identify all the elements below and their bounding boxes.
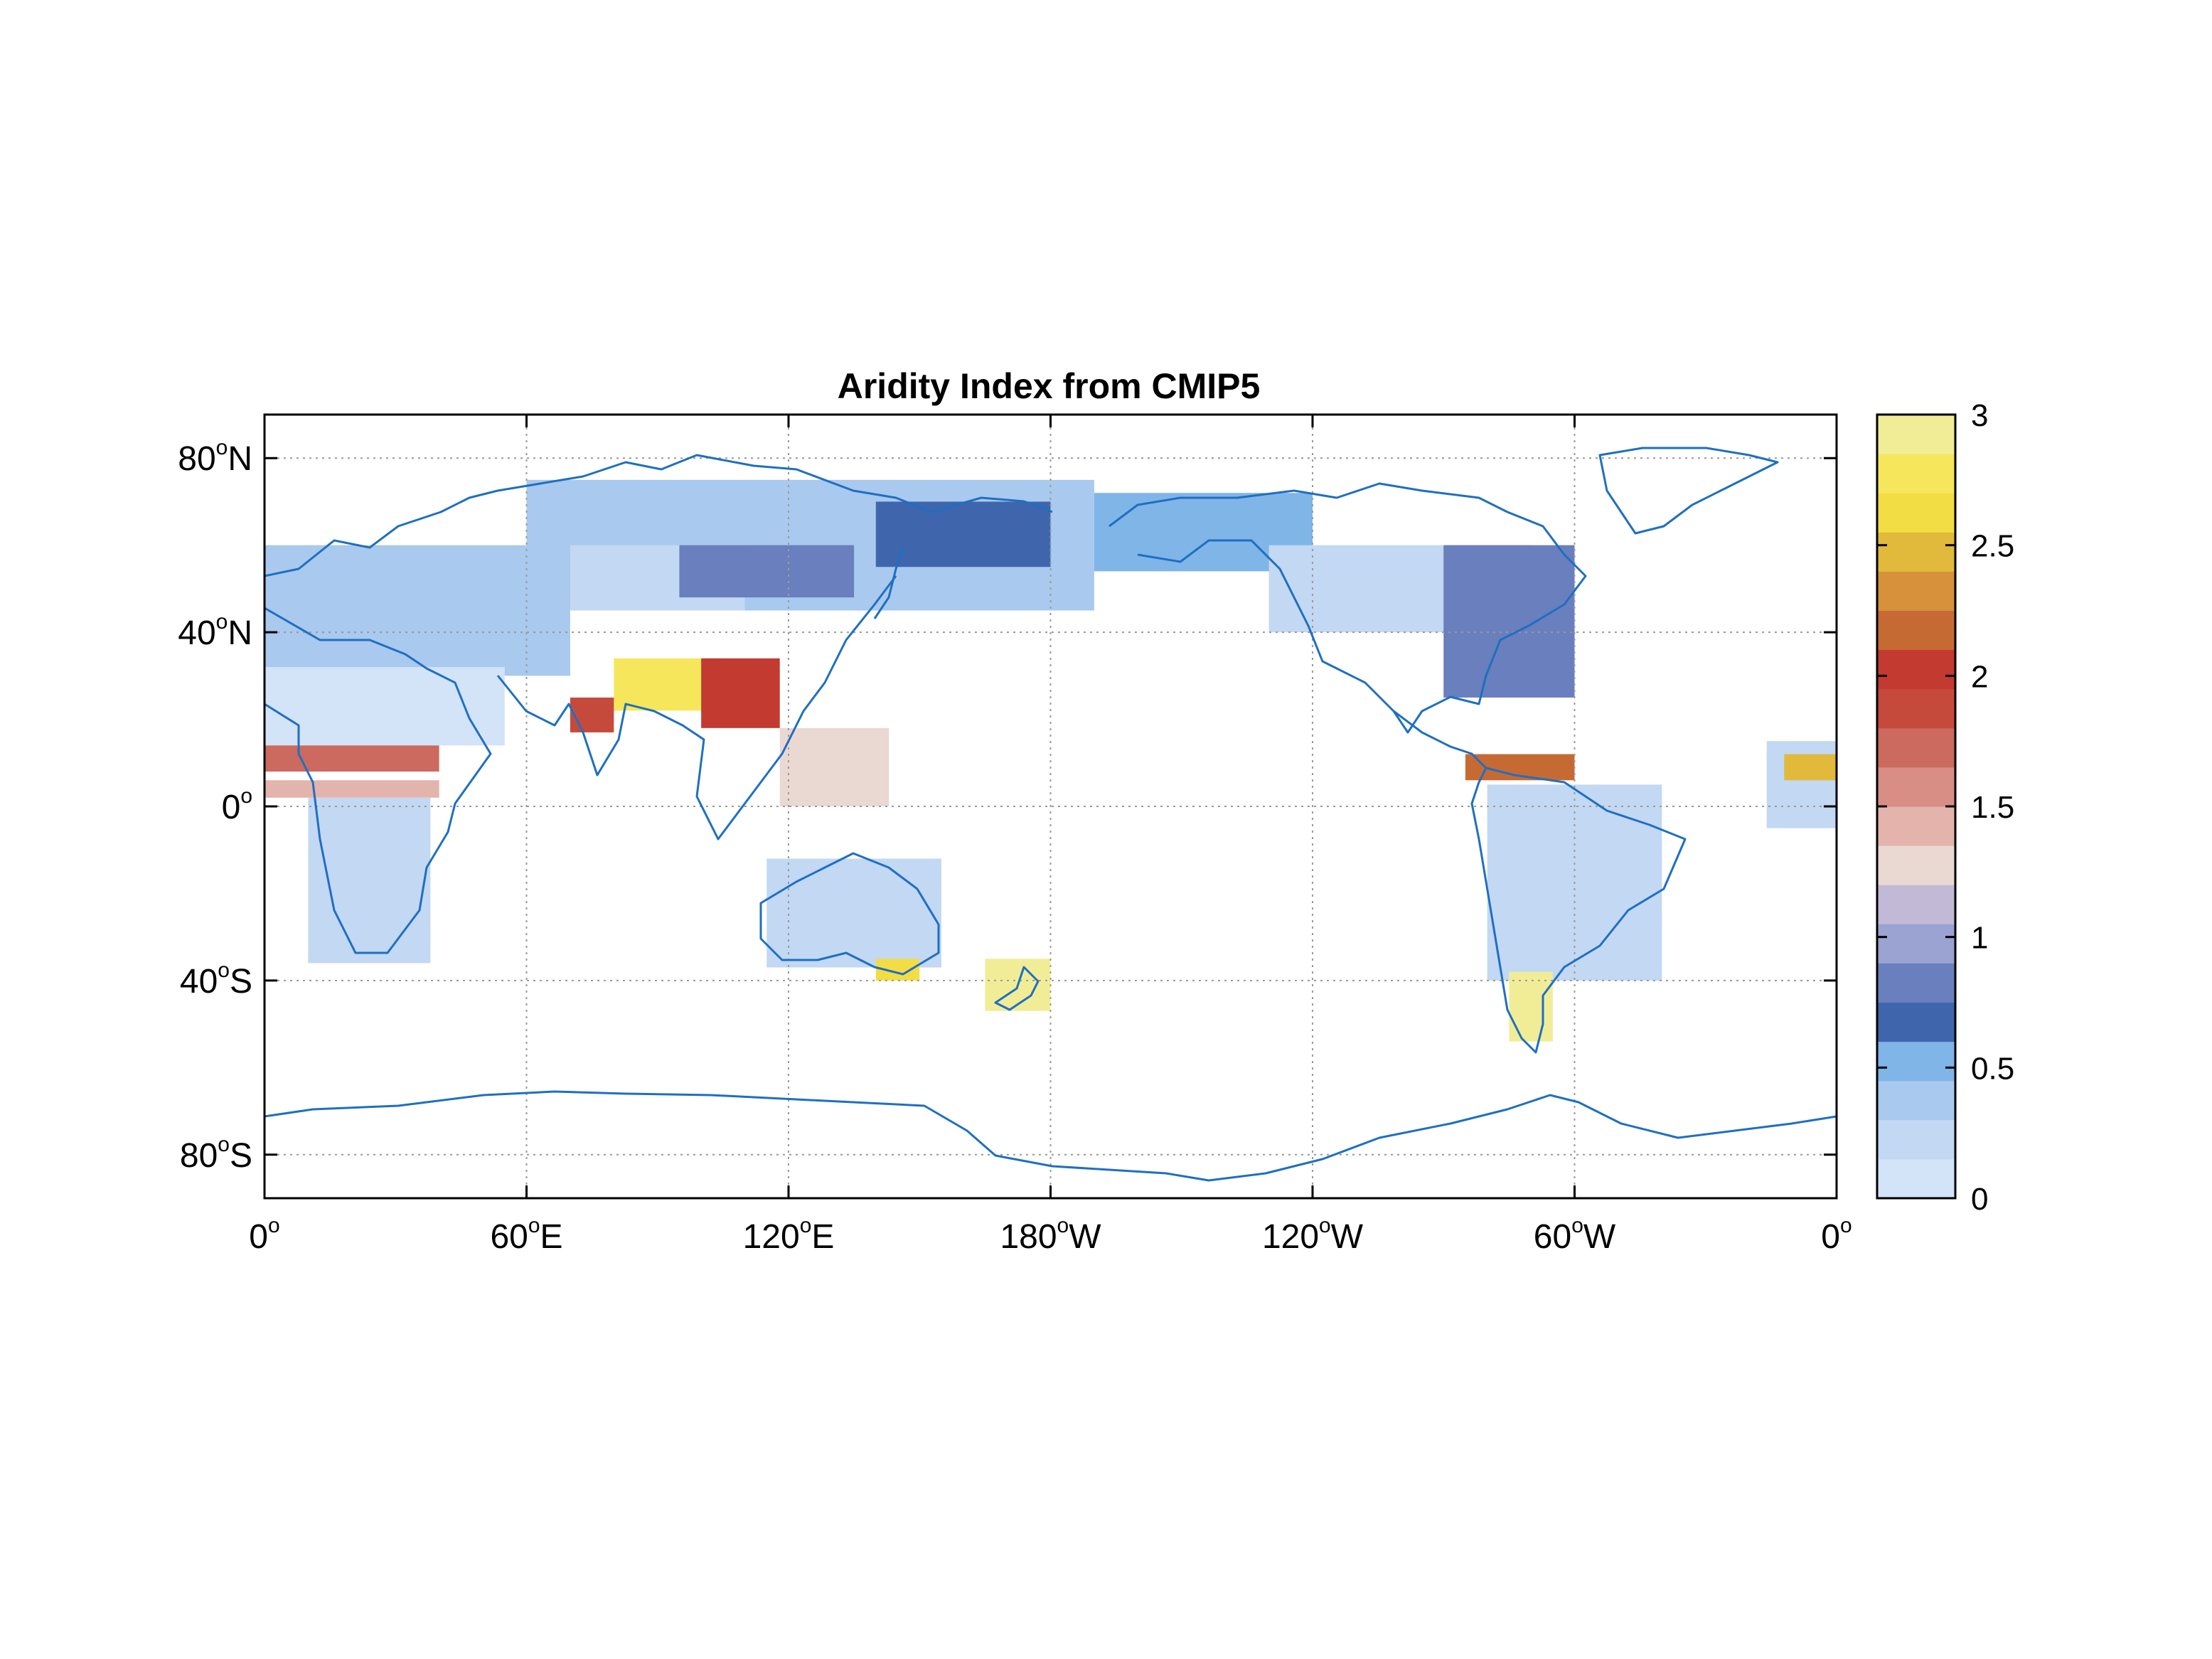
colorbar-tick-label-0: 0 — [1971, 1182, 1988, 1217]
x-axis: 0o 60oE 120oE 180oW 120oW 60oW 0o — [249, 415, 1852, 1256]
coastline-new-zealand — [994, 966, 1040, 1011]
colorbar-segment-7 — [1877, 885, 1955, 924]
coastline-japan — [873, 547, 904, 619]
coastline-south-america — [1393, 710, 1687, 1054]
colorbar-segment-0 — [1877, 1158, 1955, 1199]
x-tick-label-4: 120oW — [1262, 1214, 1364, 1256]
y-tick-label-1: 40oN — [178, 610, 252, 652]
aridity-region-12 — [875, 501, 1051, 567]
coastline-eurasia — [265, 454, 1053, 577]
x-tick-label-1: 60oE — [490, 1214, 562, 1256]
x-tick-label-0: 0o — [249, 1214, 279, 1256]
y-tick-label-4: 80oS — [180, 1133, 252, 1175]
y-axis: 80oN 40oN 0o 40oS 80oS — [178, 436, 1837, 1175]
colorbar-segment-19 — [1877, 415, 1955, 454]
x-tick-label-5: 60oW — [1534, 1214, 1616, 1256]
coastline-south-asia — [496, 575, 897, 841]
y-tick-label-0: 80oN — [178, 436, 252, 478]
coastline-north-america — [1108, 482, 1587, 734]
chart-title: Aridity Index from CMIP5 — [838, 366, 1261, 406]
colorbar-segment-2 — [1877, 1080, 1955, 1121]
aridity-region-21 — [1509, 971, 1553, 1042]
aridity-region-4 — [308, 797, 431, 964]
coastlines — [265, 447, 1837, 1182]
aridity-region-9 — [701, 658, 780, 728]
aridity-region-11 — [779, 727, 889, 806]
aridity-region-18 — [1443, 545, 1575, 698]
aridity-region-23 — [1784, 754, 1837, 781]
colorbar-segment-13 — [1877, 649, 1955, 690]
x-tick-label-2: 120oE — [743, 1214, 835, 1256]
coastline-australia — [759, 852, 940, 976]
aridity-region-3 — [265, 780, 439, 798]
aridity-region-2 — [265, 745, 439, 772]
colorbar-segment-17 — [1877, 493, 1955, 533]
aridity-region-1 — [265, 667, 505, 746]
x-tick-label-6: 0o — [1821, 1214, 1852, 1256]
colorbar-segment-15 — [1877, 571, 1955, 611]
colorbar: 0 0.5 1 1.5 2 2.5 3 — [1876, 398, 2014, 1217]
colorbar-segment-1 — [1877, 1119, 1955, 1160]
colorbar-tick-label-5: 2.5 — [1971, 529, 2014, 564]
colorbar-tick-label-4: 2 — [1971, 659, 1988, 694]
colorbar-segment-10 — [1877, 767, 1955, 807]
colorbar-segment-9 — [1877, 806, 1955, 846]
coastline-africa — [265, 607, 492, 954]
map-plot-area — [263, 413, 1838, 1200]
aridity-grid-cells — [265, 479, 1837, 1042]
coastline-antarctica — [265, 1090, 1837, 1182]
colorbar-tick-label-3: 1.5 — [1971, 790, 2014, 825]
colorbar-segment-11 — [1877, 727, 1955, 768]
aridity-region-7 — [679, 545, 855, 598]
gridlines — [265, 415, 1837, 1198]
colorbar-segment-3 — [1877, 1041, 1955, 1082]
colorbar-segment-12 — [1877, 688, 1955, 729]
aridity-region-10 — [570, 697, 614, 732]
coastline-greenland — [1598, 447, 1779, 535]
y-tick-label-2: 0o — [222, 784, 252, 826]
colorbar-segment-4 — [1877, 1002, 1955, 1042]
colorbar-tick-label-6: 3 — [1971, 398, 1988, 433]
colorbar-segment-18 — [1877, 454, 1955, 494]
colorbar-tick-label-2: 1 — [1971, 921, 1988, 956]
aridity-region-0 — [265, 545, 570, 676]
y-tick-label-3: 40oS — [180, 959, 252, 1001]
aridity-region-13 — [766, 858, 941, 968]
colorbar-segment-14 — [1877, 610, 1955, 651]
colorbar-tick-label-1: 0.5 — [1971, 1051, 2014, 1086]
colorbar-segment-5 — [1877, 963, 1955, 1003]
x-tick-label-3: 180oW — [1000, 1214, 1101, 1256]
colorbar-segment-6 — [1877, 924, 1955, 964]
colorbar-segment-8 — [1877, 845, 1955, 885]
colorbar-segment-16 — [1877, 532, 1955, 572]
